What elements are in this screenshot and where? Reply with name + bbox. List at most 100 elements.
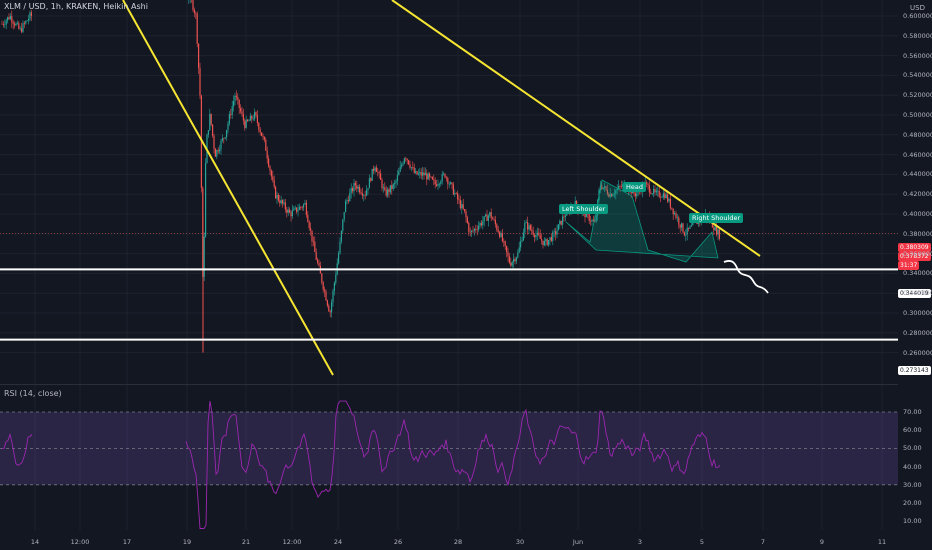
candle-body bbox=[354, 183, 356, 186]
candle-body bbox=[611, 193, 613, 197]
candle-body bbox=[716, 225, 718, 235]
candle-body bbox=[268, 158, 270, 167]
candle-body bbox=[714, 225, 716, 231]
candle-body bbox=[374, 167, 376, 171]
candle-body bbox=[329, 311, 331, 313]
candle-body bbox=[713, 227, 715, 231]
candle-body bbox=[601, 185, 603, 189]
price-axis-tick: 0.560000 bbox=[903, 51, 932, 60]
candle-body bbox=[216, 150, 218, 157]
candle-body bbox=[676, 217, 678, 219]
current-price-badge: 0.378372 bbox=[898, 252, 931, 261]
candle-body bbox=[221, 138, 223, 141]
candle-body bbox=[555, 231, 557, 235]
candle-body bbox=[513, 258, 515, 262]
candle-body bbox=[646, 182, 648, 184]
time-axis-tick: 9 bbox=[819, 538, 825, 546]
candle-body bbox=[553, 231, 555, 233]
candle-body bbox=[525, 222, 527, 223]
candle-body bbox=[469, 231, 471, 233]
head-label: Head bbox=[623, 182, 646, 192]
candle-body bbox=[373, 168, 375, 171]
candle-body bbox=[534, 234, 536, 238]
candle-body bbox=[322, 282, 324, 290]
candle-body bbox=[447, 177, 449, 184]
time-axis-tick: 19 bbox=[182, 538, 192, 546]
candle-body bbox=[452, 184, 454, 195]
candle-body bbox=[317, 259, 319, 263]
candle-body bbox=[25, 21, 27, 24]
candle-body bbox=[273, 180, 275, 187]
candle-body bbox=[382, 187, 384, 189]
candle-body bbox=[9, 16, 11, 20]
candle-body bbox=[7, 17, 9, 21]
candle-body bbox=[413, 167, 415, 173]
candle-body bbox=[459, 200, 461, 209]
time-axis-tick: Jun bbox=[572, 538, 584, 546]
candle-body bbox=[508, 256, 510, 263]
time-axis-tick: 14 bbox=[30, 538, 40, 546]
candle-body bbox=[346, 200, 348, 202]
candle-body bbox=[606, 189, 608, 195]
candle-body bbox=[342, 219, 344, 231]
candle-body bbox=[492, 218, 494, 220]
candle-body bbox=[212, 124, 214, 136]
candle-body bbox=[298, 206, 300, 210]
candle-body bbox=[483, 216, 485, 222]
candle-body bbox=[266, 150, 268, 159]
candle-body bbox=[465, 211, 467, 218]
candle-body bbox=[217, 150, 219, 152]
candle-body bbox=[340, 230, 342, 242]
rsi-axis-tick: 40.00 bbox=[903, 462, 922, 471]
candle-body bbox=[16, 23, 18, 24]
candle-body bbox=[539, 235, 541, 239]
candle-body bbox=[520, 241, 522, 248]
candle-body bbox=[338, 253, 340, 264]
candle-body bbox=[8, 17, 10, 20]
price-axis-tick: 0.400000 bbox=[903, 210, 932, 218]
candle-body bbox=[482, 221, 484, 226]
candle-body bbox=[300, 206, 302, 208]
candle-body bbox=[394, 183, 396, 185]
candle-body bbox=[436, 184, 438, 186]
candle-body bbox=[247, 119, 249, 121]
candle-body bbox=[350, 188, 352, 194]
candle-body bbox=[671, 207, 673, 209]
panel-separator[interactable] bbox=[0, 384, 898, 385]
candle-body bbox=[234, 95, 236, 102]
candle-body bbox=[2, 23, 4, 25]
candle-body bbox=[476, 229, 478, 231]
candle-body bbox=[618, 185, 620, 189]
rsi-line bbox=[2, 432, 33, 466]
candle-body bbox=[517, 252, 519, 258]
candle-body bbox=[440, 181, 442, 184]
candle-body bbox=[662, 193, 664, 198]
time-axis-tick: 30 bbox=[515, 538, 525, 546]
candle-body bbox=[213, 135, 215, 149]
candle-body bbox=[681, 223, 683, 228]
candle-body bbox=[261, 132, 263, 136]
candle-body bbox=[542, 240, 544, 246]
candle-body bbox=[296, 207, 298, 212]
support-1-badge: 0.344019 bbox=[898, 289, 931, 298]
candle-body bbox=[604, 186, 606, 188]
candle-body bbox=[238, 99, 240, 109]
candle-body bbox=[591, 219, 593, 222]
candle-body bbox=[387, 189, 389, 196]
candle-body bbox=[308, 221, 310, 229]
candle-body bbox=[396, 175, 398, 181]
candle-body bbox=[220, 140, 222, 150]
candle-body bbox=[286, 209, 288, 213]
candle-body bbox=[363, 195, 365, 196]
candle-body bbox=[647, 183, 649, 186]
rsi-band bbox=[0, 412, 898, 485]
candle-body bbox=[303, 204, 305, 208]
candle-body bbox=[258, 122, 260, 130]
price-axis-tick: 0.320000 bbox=[903, 289, 932, 298]
candle-body bbox=[301, 207, 303, 208]
candle-body bbox=[660, 196, 662, 198]
rsi-title: RSI (14, close) bbox=[4, 389, 62, 398]
right-shoulder-label: Right Shoulder bbox=[689, 213, 744, 223]
candle-body bbox=[486, 214, 488, 221]
